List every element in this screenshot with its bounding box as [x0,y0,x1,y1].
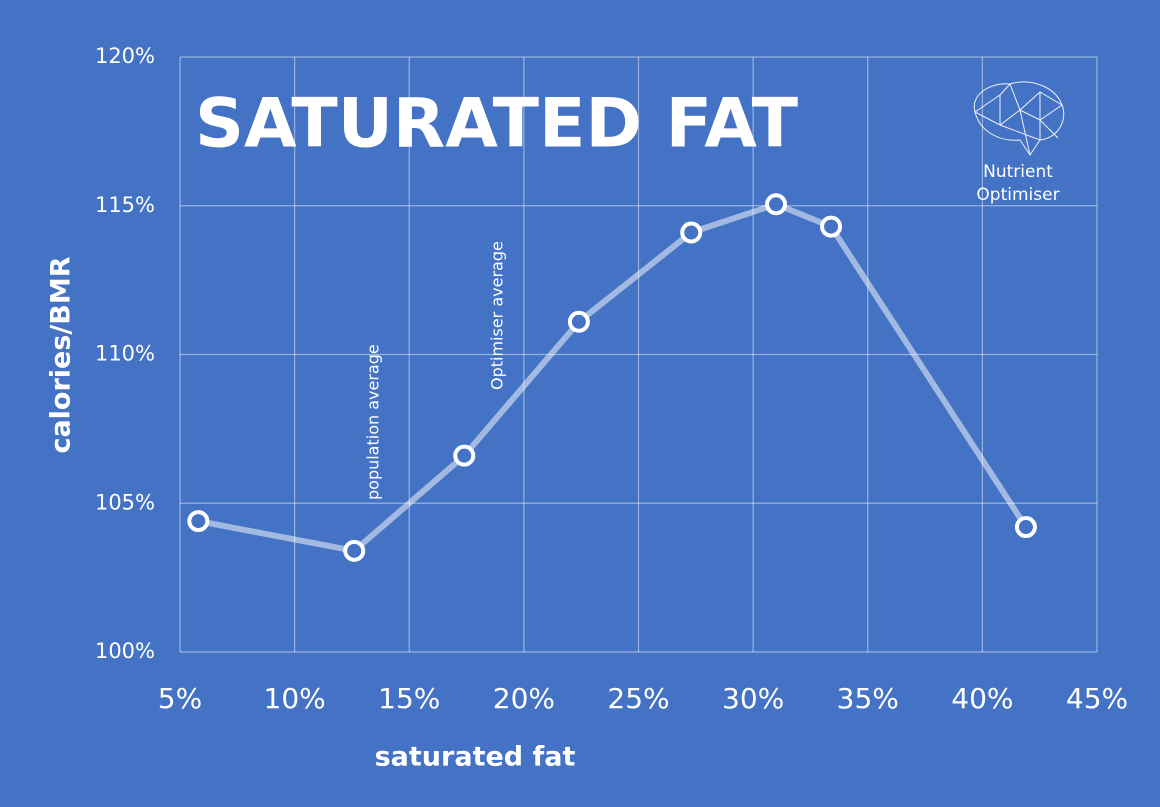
y-tick-label: 115% [95,193,155,217]
x-tick-label: 5% [158,682,202,715]
chart-title: SATURATED FAT [195,85,799,164]
x-axis-label: saturated fat [375,742,576,773]
annotation: population average [364,344,383,500]
x-tick-label: 25% [607,682,669,715]
marker [187,510,210,533]
line [197,201,1029,554]
marker [680,221,703,244]
x-tick-label: 15% [378,682,440,715]
marker [1014,516,1037,539]
marker [343,539,366,562]
marker [453,444,476,467]
x-tick-label: 45% [1066,682,1128,715]
x-tick-label: 40% [951,682,1013,715]
annotation: Optimiser average [488,241,507,390]
marker [567,310,590,333]
x-tick-label: 20% [493,682,555,715]
y-tick-label: 110% [95,342,155,366]
x-tick-label: 30% [722,682,784,715]
y-tick-label: 100% [95,639,155,663]
logo-text: Optimiser [976,185,1059,205]
x-tick-label: 10% [264,682,326,715]
logo-text: Nutrient [983,162,1053,182]
marker [820,215,843,238]
y-axis-label: calories/BMR [46,256,77,453]
marker [765,193,788,216]
x-tick-label: 35% [837,682,899,715]
logo-icon [973,81,1065,156]
y-tick-label: 120% [95,44,155,68]
y-tick-label: 105% [95,490,155,514]
